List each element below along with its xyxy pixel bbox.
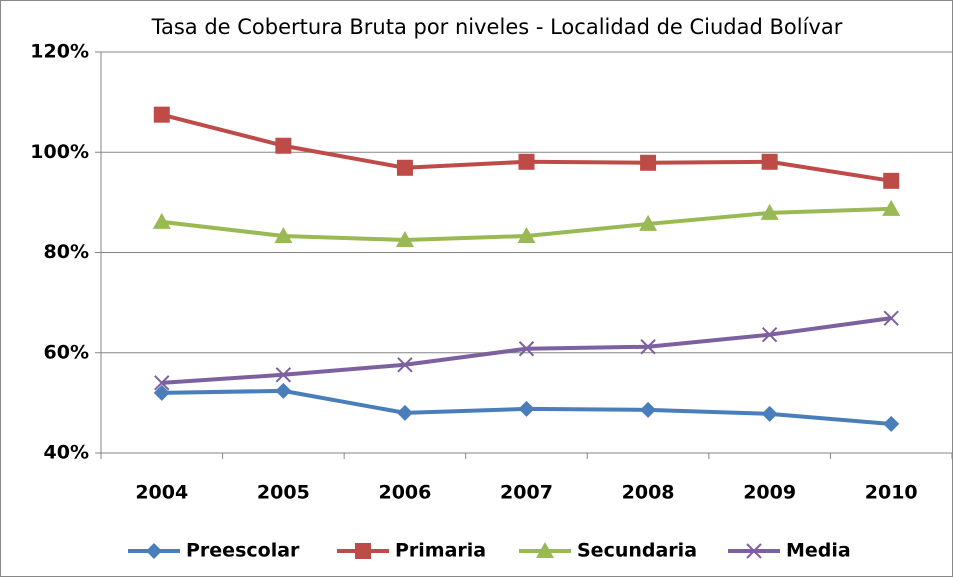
marker xyxy=(761,326,778,343)
marker xyxy=(274,226,293,243)
x-tick-label: 2009 xyxy=(743,482,796,504)
legend-label: Primaria xyxy=(395,540,486,562)
marker xyxy=(640,339,656,355)
marker xyxy=(397,357,413,373)
marker xyxy=(518,400,535,417)
x-tick-label: 2007 xyxy=(500,482,553,504)
marker xyxy=(396,159,413,176)
x-tick-label: 2010 xyxy=(865,482,918,504)
legend-label: Preescolar xyxy=(186,540,300,562)
marker xyxy=(761,405,778,422)
marker xyxy=(153,384,170,401)
marker xyxy=(153,106,170,123)
y-tick-label: 40% xyxy=(44,442,89,464)
marker xyxy=(640,154,657,171)
x-tick-label: 2004 xyxy=(135,482,188,504)
legend-marker xyxy=(355,543,371,559)
marker xyxy=(154,375,170,391)
x-tick-label: 2006 xyxy=(378,482,431,504)
marker xyxy=(517,226,536,243)
marker xyxy=(882,199,901,216)
marker xyxy=(275,137,292,154)
y-tick-label: 120% xyxy=(30,41,89,63)
legend-label: Secundaria xyxy=(577,540,697,562)
y-tick-label: 60% xyxy=(44,341,89,363)
marker xyxy=(883,415,900,432)
x-tick-label: 2005 xyxy=(257,482,310,504)
marker xyxy=(761,153,778,170)
marker xyxy=(518,153,535,170)
y-tick-label: 100% xyxy=(30,141,89,163)
marker xyxy=(883,172,900,189)
marker xyxy=(275,367,292,383)
marker xyxy=(395,230,414,247)
marker xyxy=(152,212,171,229)
x-tick-label: 2008 xyxy=(622,482,675,504)
marker xyxy=(518,341,535,357)
legend-marker xyxy=(746,543,762,559)
marker xyxy=(760,203,779,220)
legend-marker xyxy=(146,543,162,559)
marker xyxy=(640,401,657,418)
y-tick-label: 80% xyxy=(44,241,89,263)
marker xyxy=(396,404,413,421)
chart-title: Tasa de Cobertura Bruta por niveles - Lo… xyxy=(151,15,843,39)
legend-marker xyxy=(536,542,554,558)
marker xyxy=(883,310,899,326)
marker xyxy=(639,214,658,231)
marker xyxy=(275,382,292,399)
legend-label: Media xyxy=(786,540,851,562)
